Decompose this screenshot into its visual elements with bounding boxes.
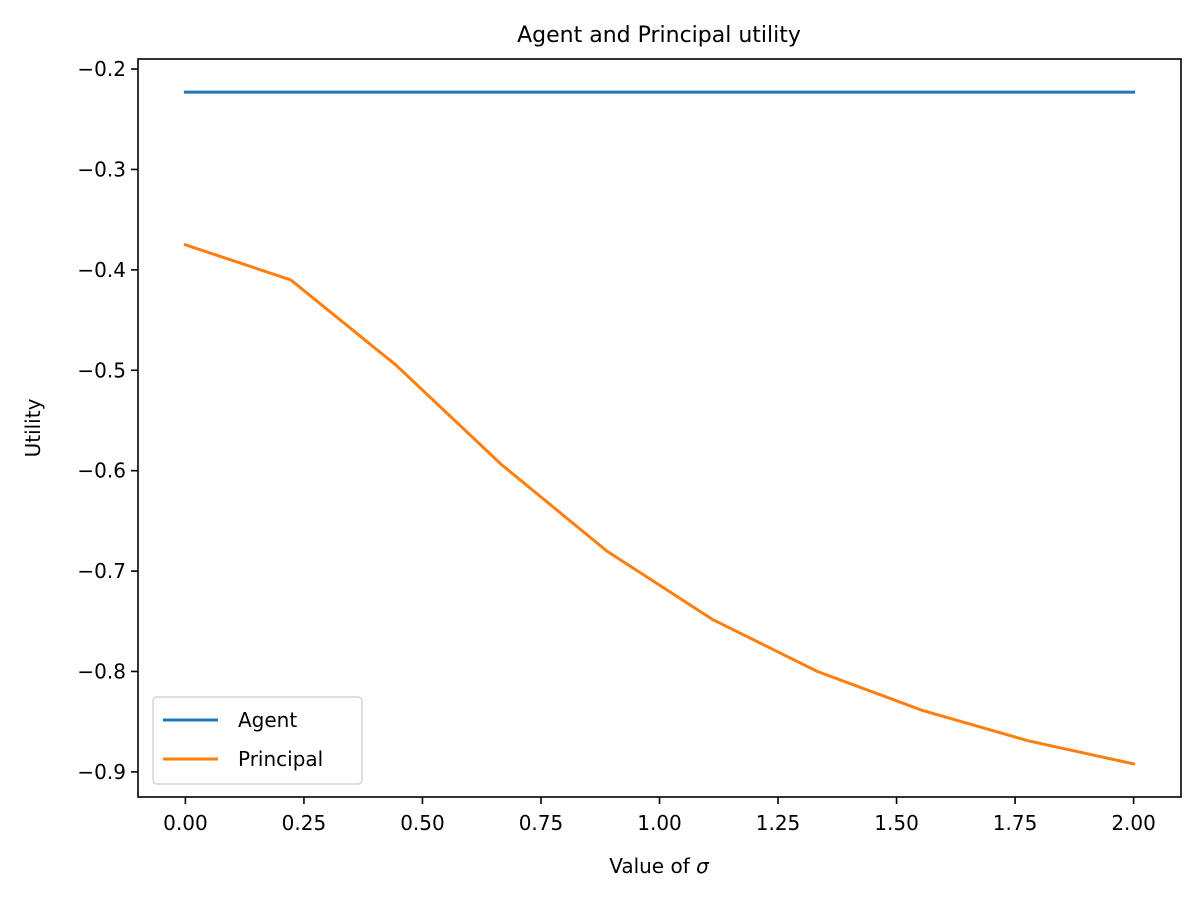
x-axis-ticks: 0.00 0.25 0.50 0.75 1.00 1.25 1.50 1.75 2.00 [163,797,1156,835]
x-tick-label: 0.00 [163,811,208,835]
x-axis-label-text: Value of [609,854,696,878]
x-tick-label: 0.75 [519,811,564,835]
x-axis-label: Value of σ [609,854,710,878]
legend-label-agent: Agent [238,708,297,732]
legend-label-principal: Principal [238,747,323,771]
y-tick-label: −0.5 [77,358,126,382]
series-lines [183,90,1136,766]
y-tick-label: −0.9 [77,760,126,784]
y-tick-label: −0.4 [77,258,126,282]
y-tick-label: −0.6 [77,459,126,483]
y-axis-label: Utility [21,398,45,457]
x-tick-label: 1.50 [874,811,919,835]
x-axis-label-symbol: σ [696,854,710,878]
x-tick-label: 2.00 [1111,811,1156,835]
y-tick-label: −0.8 [77,659,126,683]
y-tick-label: −0.7 [77,559,126,583]
y-tick-label: −0.2 [77,57,126,81]
y-axis-ticks: −0.2 −0.3 −0.4 −0.5 −0.6 −0.7 −0.8 −0.9 [77,57,138,784]
x-tick-label: 1.75 [993,811,1038,835]
series-line-principal [183,242,1136,766]
x-tick-label: 1.25 [756,811,801,835]
y-tick-label: −0.3 [77,157,126,181]
chart-title: Agent and Principal utility [517,23,801,48]
x-tick-label: 0.25 [282,811,327,835]
x-tick-label: 1.00 [637,811,682,835]
legend: Agent Principal [152,696,363,785]
x-tick-label: 0.50 [400,811,445,835]
